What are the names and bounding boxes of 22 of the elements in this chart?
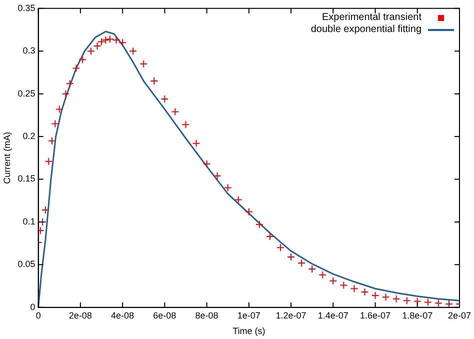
y-tick-label: 0.35 xyxy=(18,2,36,13)
x-tick-label: 1.4e-07 xyxy=(318,310,348,320)
y-tick-label: 0.25 xyxy=(18,88,36,98)
y-tick-label: 0.15 xyxy=(18,174,36,184)
x-tick-label: 1e-07 xyxy=(237,310,260,320)
x-tick-label: 2e-08 xyxy=(68,310,92,320)
y-tick-label: 0.1 xyxy=(22,216,36,226)
legend-label: double exponential fitting xyxy=(310,24,422,36)
x-tick-label: 1.8e-07 xyxy=(402,310,433,320)
x-tick-label: 1.2e-07 xyxy=(276,310,306,320)
x-tick-label: 8e-08 xyxy=(195,310,218,320)
y-axis-title: Current (mA) xyxy=(2,132,12,184)
legend-label: Experimental transient xyxy=(322,12,422,24)
y-tick-label: 0.05 xyxy=(18,259,36,270)
x-axis-title: Time (s) xyxy=(232,326,266,336)
x-tick-label: 1.6e-07 xyxy=(360,310,391,320)
x-tick-label: 4e-08 xyxy=(111,310,134,320)
x-tick-label: 2e-07 xyxy=(448,310,472,320)
y-tick-label: 0 xyxy=(30,302,36,312)
x-tick-label: 6e-08 xyxy=(153,310,176,320)
y-tick-label: 0.3 xyxy=(22,46,36,56)
y-tick-label: 0.2 xyxy=(22,131,36,142)
